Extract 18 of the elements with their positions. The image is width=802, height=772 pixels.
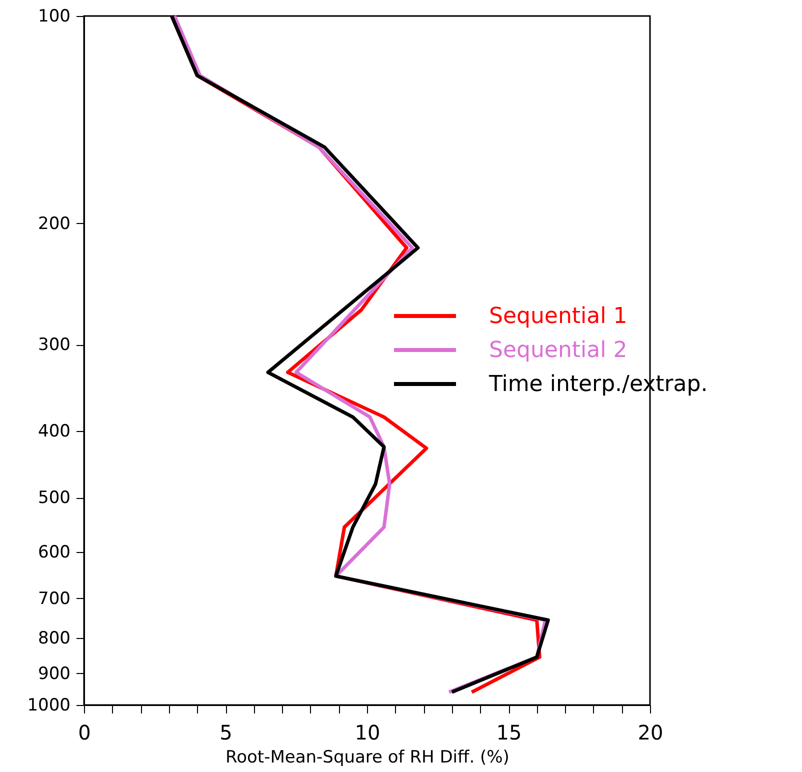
y-tick-label: 1000 (27, 696, 70, 716)
legend-label: Sequential 2 (489, 338, 628, 363)
y-tick-label: 600 (38, 542, 70, 563)
y-tick-label: 200 (38, 214, 70, 234)
x-tick-label: 15 (496, 720, 522, 744)
y-tick-label: 800 (38, 628, 70, 649)
y-tick-label: 700 (38, 588, 70, 609)
x-tick-label: 5 (220, 720, 232, 744)
x-tick-label: 0 (78, 720, 91, 744)
y-tick-label: 100 (38, 6, 70, 26)
x-tick-label: 10 (354, 720, 380, 744)
y-tick-label: 900 (38, 664, 70, 684)
y-tick-label: 500 (38, 488, 70, 508)
y-tick-label: 400 (38, 421, 70, 442)
x-axis-title: Root-Mean-Square of RH Diff. (%) (226, 748, 510, 768)
x-tick-label: 20 (638, 720, 664, 744)
legend-label: Sequential 1 (489, 304, 628, 329)
y-tick-label: 300 (38, 335, 70, 356)
